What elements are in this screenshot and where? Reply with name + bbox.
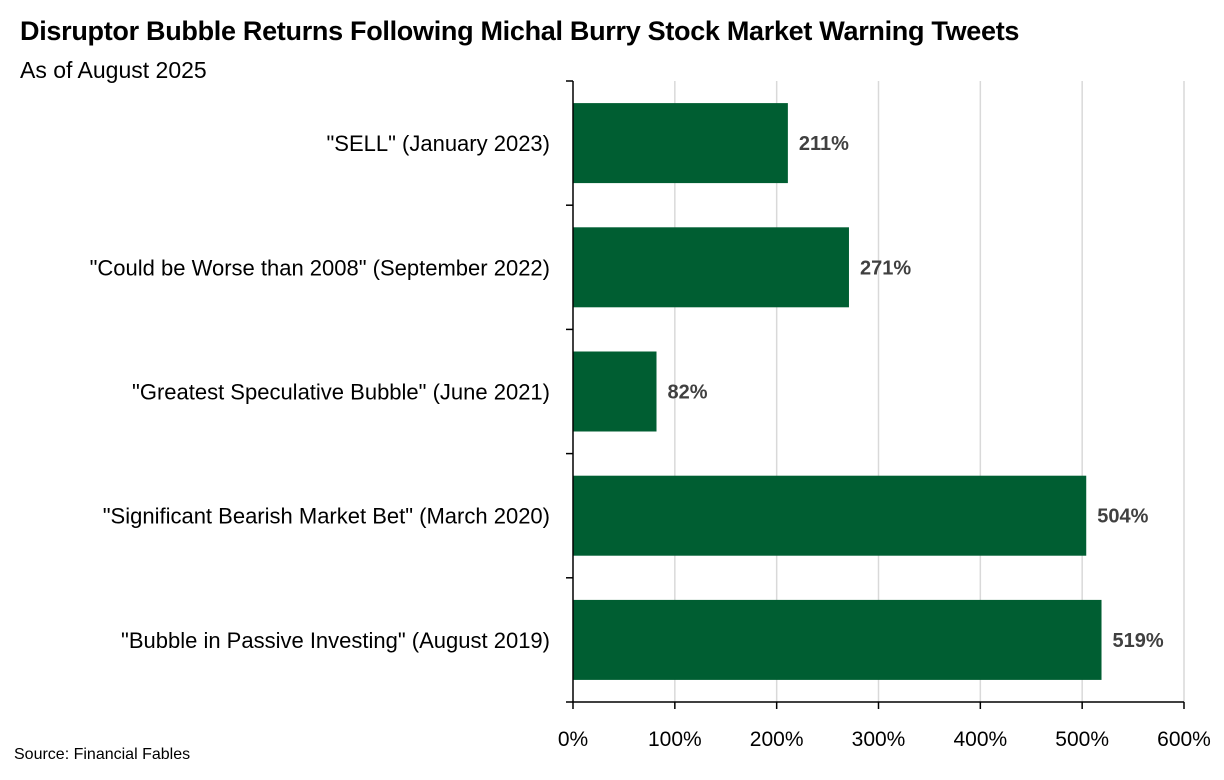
axes (566, 80, 1185, 709)
x-tick-label: 600% (1157, 728, 1211, 751)
data-label: 519% (1113, 630, 1164, 652)
data-label: 82% (668, 382, 708, 404)
bar (573, 599, 1102, 680)
x-tick-label: 300% (852, 728, 906, 751)
category-label: "Greatest Speculative Bubble" (June 2021… (132, 380, 550, 405)
category-label: "SELL" (January 2023) (326, 131, 550, 156)
bars (573, 103, 1102, 680)
bar (573, 103, 788, 184)
source-note: Source: Financial Fables (14, 746, 191, 763)
labels: 211% "SELL" (January 2023) 271% "Could be W… (90, 131, 1211, 751)
category-label: "Significant Bearish Market Bet" (March … (103, 504, 550, 529)
data-label: 271% (860, 257, 911, 279)
x-tick-label: 100% (648, 728, 702, 751)
x-tick-label: 400% (953, 728, 1007, 751)
bar (573, 475, 1087, 556)
gridlines (674, 81, 1185, 702)
category-label: "Bubble in Passive Investing" (August 20… (121, 628, 550, 653)
x-tick-label: 200% (750, 728, 804, 751)
data-label: 504% (1097, 506, 1148, 528)
chart-subtitle: As of August 2025 (20, 57, 207, 83)
chart-title: Disruptor Bubble Returns Following Micha… (20, 16, 1020, 46)
x-tick-label: 0% (558, 728, 588, 751)
data-label: 211% (799, 133, 849, 155)
bar (573, 227, 849, 308)
bar (573, 351, 657, 432)
category-label: "Could be Worse than 2008" (September 20… (90, 255, 550, 280)
x-tick-label: 500% (1055, 728, 1109, 751)
